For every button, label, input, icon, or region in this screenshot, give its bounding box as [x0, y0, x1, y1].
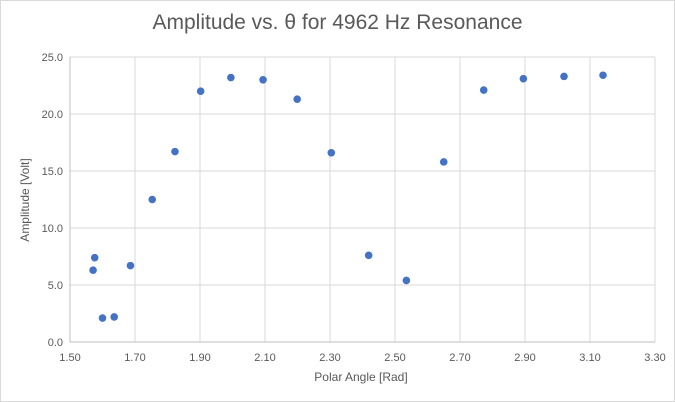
data-point	[439, 158, 448, 166]
data-point	[126, 261, 135, 270]
gridlines	[70, 56, 656, 342]
y-tick-label: 5.0	[48, 280, 63, 292]
x-axis-title: Polar Angle [Rad]	[314, 370, 407, 384]
data-point	[259, 76, 267, 84]
x-tick-label: 1.90	[189, 352, 210, 364]
x-tick-label: 1.50	[59, 352, 80, 364]
x-tick-label: 2.90	[514, 352, 535, 364]
chart-title: Amplitude vs. θ for 4962 Hz Resonance	[152, 11, 523, 34]
data-point	[227, 73, 235, 82]
data-point	[327, 148, 336, 157]
y-tick-label: 15.0	[42, 166, 63, 178]
data-points	[89, 71, 607, 322]
y-tick-label: 0.0	[48, 337, 63, 349]
data-point	[171, 147, 179, 156]
data-point	[402, 276, 411, 285]
x-tick-label: 3.30	[644, 352, 665, 364]
data-point	[599, 71, 607, 80]
data-point	[148, 195, 157, 204]
x-tick-label: 2.30	[319, 352, 340, 364]
data-point	[364, 251, 373, 260]
data-point	[196, 87, 205, 95]
x-tick-label: 2.50	[384, 352, 405, 364]
y-axis-title: Amplitude [Volt]	[18, 158, 32, 241]
x-tick-label: 1.70	[124, 352, 145, 364]
x-tick-label: 2.70	[449, 352, 470, 364]
data-point	[560, 72, 568, 81]
data-point	[89, 266, 97, 274]
data-point	[293, 95, 301, 103]
data-point	[98, 314, 107, 322]
data-point	[479, 86, 488, 94]
axes: 1.50 1.70 1.90 2.10 2.30 2.50 2.70 2.90 3.10 3.30…	[42, 52, 666, 364]
data-point	[519, 74, 528, 83]
data-point	[90, 253, 99, 262]
y-tick-label: 25.0	[42, 52, 63, 64]
x-tick-label: 3.10	[579, 352, 600, 364]
y-tick-label: 20.0	[42, 109, 63, 121]
y-tick-label: 10.0	[42, 223, 63, 235]
x-tick-label: 2.10	[254, 352, 275, 364]
data-point	[110, 313, 118, 321]
